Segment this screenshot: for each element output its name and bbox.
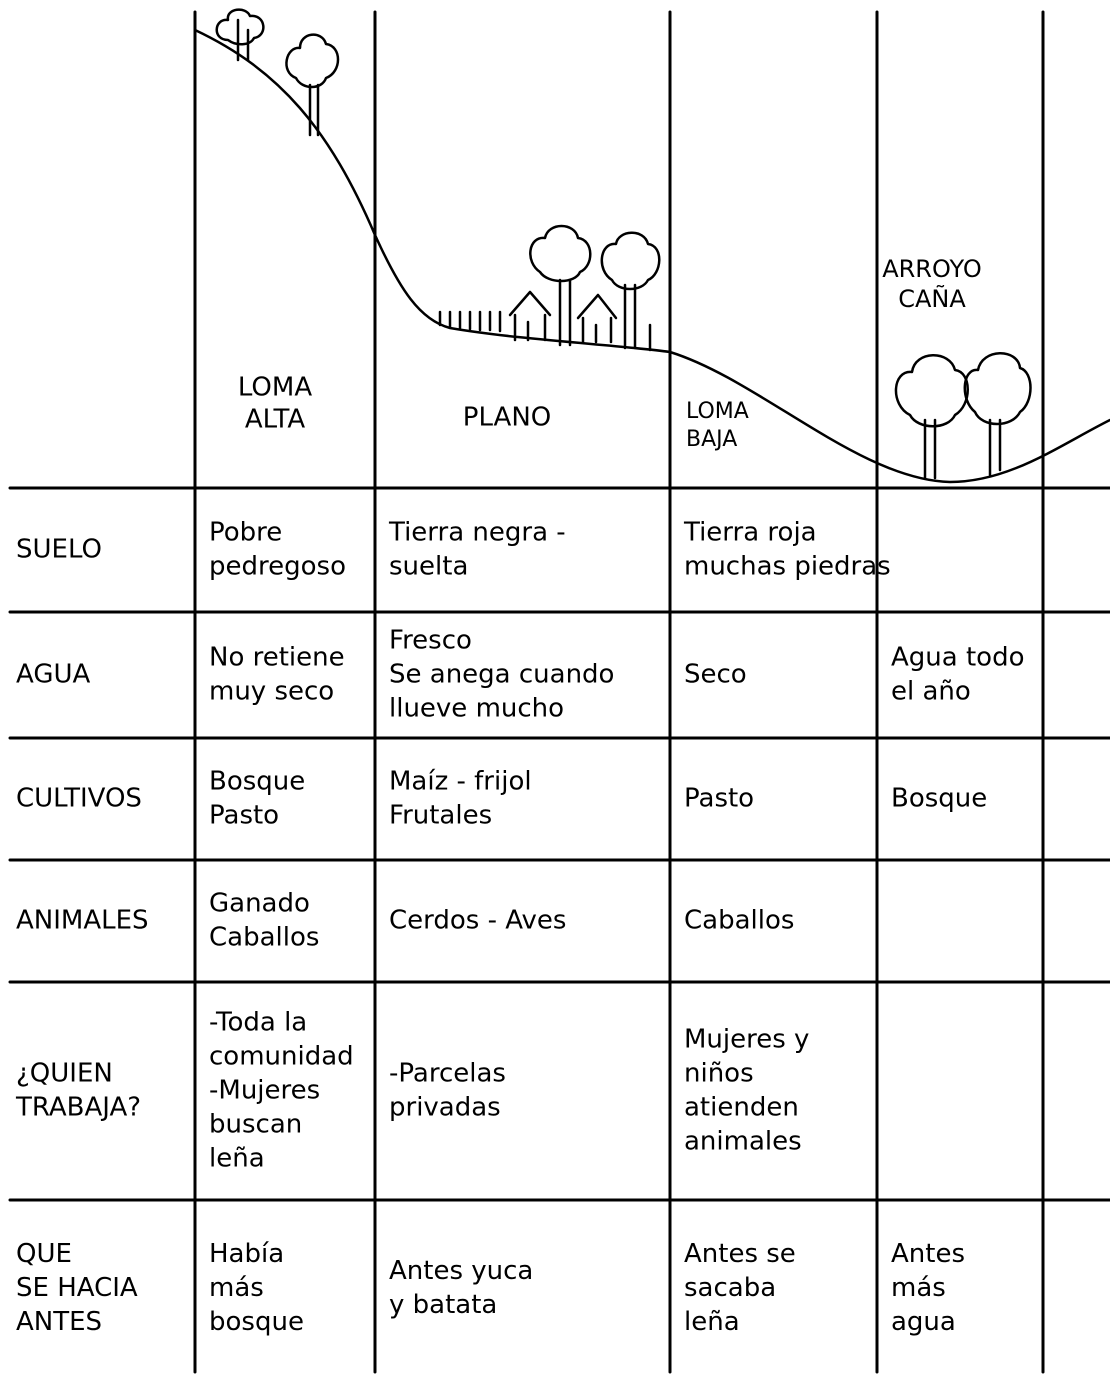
cell-text: Tierra roja [683, 518, 817, 548]
cell-text: buscan [209, 1110, 302, 1140]
cell-text: Antes [891, 1239, 965, 1269]
zone-label: CAÑA [898, 283, 966, 313]
cell-text: pedregoso [209, 552, 346, 582]
cell-text: llueve mucho [389, 694, 564, 724]
cell-text: suelta [389, 552, 468, 582]
cell-text: -Parcelas [389, 1059, 506, 1089]
cell-text: bosque [209, 1307, 304, 1337]
cell-text: comunidad [209, 1042, 354, 1072]
row-label: AGUA [16, 660, 91, 690]
cell-text: -Mujeres [209, 1076, 320, 1106]
cell-text: animales [684, 1127, 802, 1157]
cell-text: leña [684, 1307, 740, 1337]
cell-text: muy seco [209, 677, 334, 707]
cell-text: Se anega cuando [389, 660, 614, 690]
cell-text: y batata [389, 1290, 497, 1320]
cell-text: Seco [684, 660, 747, 690]
cell-text: Pobre [209, 518, 282, 548]
row-label: SUELO [16, 535, 102, 565]
cell-text: Maíz - frijol [389, 767, 532, 797]
cell-text: Antes se [684, 1239, 796, 1269]
zone-label: LOMA [238, 373, 312, 403]
cell-text: Bosque [209, 767, 305, 797]
cell-text: leña [209, 1144, 265, 1174]
cell-text: Ganado [209, 889, 310, 919]
zone-label: PLANO [463, 403, 551, 433]
cell-text: más [891, 1273, 946, 1303]
row-label: QUE [16, 1239, 72, 1269]
cell-text: Caballos [684, 906, 794, 936]
cell-text: más [209, 1273, 264, 1303]
landscape [193, 8, 1110, 484]
row-label: ANTES [16, 1307, 102, 1337]
cell-text: Tierra negra - [388, 518, 566, 548]
cell-text: el año [891, 677, 971, 707]
row-label: CULTIVOS [16, 784, 142, 814]
cell-text: Cerdos - Aves [389, 906, 566, 936]
row-label: ANIMALES [16, 906, 149, 936]
row-label: SE HACIA [16, 1273, 138, 1303]
cell-text: Agua todo [891, 643, 1024, 673]
cell-text: Mujeres y [684, 1025, 809, 1055]
cell-text: sacaba [684, 1273, 776, 1303]
row-label: ¿QUIEN [16, 1059, 113, 1089]
zone-label: ARROYO [882, 255, 982, 283]
cell-text: -Toda la [209, 1008, 307, 1038]
cell-text: Había [209, 1239, 284, 1269]
cell-text: Bosque [891, 784, 987, 814]
row-label: TRABAJA? [15, 1093, 141, 1123]
table-grid [8, 10, 1110, 1374]
cell-text: muchas piedras [684, 552, 891, 582]
cell-text: privadas [389, 1093, 501, 1123]
cell-text: No retiene [209, 643, 345, 673]
cell-text: atienden [684, 1093, 799, 1123]
zone-label: ALTA [245, 405, 306, 435]
cell-text: Antes yuca [389, 1256, 533, 1286]
cell-text: Pasto [684, 784, 754, 814]
zone-label: BAJA [686, 427, 737, 452]
cell-text: agua [891, 1307, 956, 1337]
cell-text: niños [684, 1059, 754, 1089]
cell-text: Fresco [389, 626, 472, 656]
cell-text: Frutales [389, 801, 492, 831]
cell-text: Caballos [209, 923, 319, 953]
zone-label: LOMA [686, 399, 749, 424]
cell-text: Pasto [209, 801, 279, 831]
